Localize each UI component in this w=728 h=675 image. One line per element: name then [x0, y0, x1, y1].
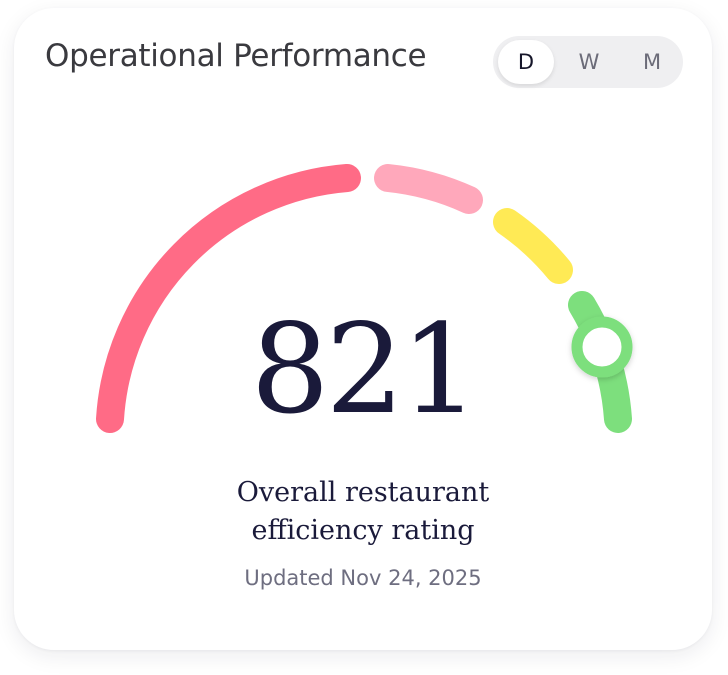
score-description-line2: efficiency rating [251, 515, 475, 546]
gauge [96, 164, 633, 433]
score-description-line1: Overall restaurant [236, 477, 490, 508]
score-description: Overall restaurant efficiency rating [14, 474, 712, 550]
period-month-button[interactable]: M [642, 50, 662, 74]
gauge-segment-fair [374, 164, 483, 214]
gauge-segment-poor [96, 164, 361, 433]
period-day-button[interactable]: D [498, 40, 554, 84]
score-value: 821 [250, 298, 480, 442]
period-toggle: D W M [493, 36, 683, 88]
period-week-button[interactable]: W [578, 50, 600, 74]
updated-timestamp: Updated Nov 24, 2025 [244, 566, 482, 590]
performance-card: Operational Performance D W M 821 Overal… [14, 8, 712, 650]
card-title: Operational Performance [45, 38, 427, 74]
gauge-segment-good [493, 208, 573, 284]
gauge-indicator-knob [571, 316, 633, 378]
